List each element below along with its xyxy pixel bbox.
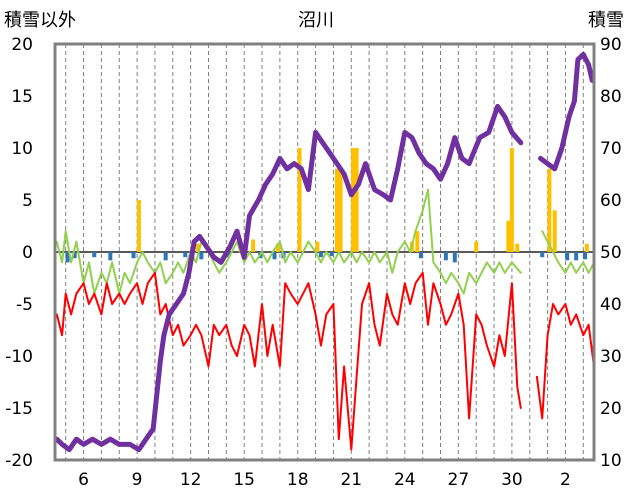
precip-bar bbox=[509, 148, 514, 252]
negative-bar bbox=[163, 252, 168, 261]
series-line bbox=[55, 271, 595, 451]
grid-lines bbox=[55, 44, 594, 460]
right-tick-label: 90 bbox=[600, 35, 622, 55]
precip-bar bbox=[552, 210, 557, 252]
chart-title: 沼川 bbox=[298, 10, 334, 31]
left-tick-label: 0 bbox=[22, 243, 33, 263]
negative-bar bbox=[92, 252, 97, 258]
negative-bar bbox=[452, 252, 457, 263]
x-tick-label: 15 bbox=[233, 470, 255, 490]
negative-bar bbox=[131, 252, 136, 259]
precip-bar bbox=[584, 243, 589, 252]
negative-bar bbox=[199, 252, 204, 260]
right-tick-label: 80 bbox=[600, 87, 622, 107]
negative-bar bbox=[72, 252, 77, 259]
left-tick-label: 10 bbox=[11, 139, 33, 159]
right-tick-label: 50 bbox=[600, 243, 622, 263]
negative-bar bbox=[318, 252, 323, 258]
precip-bar bbox=[351, 148, 356, 252]
left-tick-label: -5 bbox=[16, 295, 33, 315]
right-tick-label: 10 bbox=[600, 451, 622, 471]
x-tick-label: 18 bbox=[287, 470, 309, 490]
left-axis-label: 積雪以外 bbox=[4, 10, 76, 31]
negative-bar bbox=[272, 252, 277, 260]
right-tick-label: 40 bbox=[600, 295, 622, 315]
precip-bar bbox=[276, 243, 281, 252]
precip-bar bbox=[354, 148, 359, 252]
negative-bar bbox=[540, 252, 545, 258]
precip-bar bbox=[251, 239, 256, 252]
plot-frame bbox=[53, 42, 596, 462]
negative-bar bbox=[443, 252, 448, 261]
precip-bar bbox=[547, 168, 552, 252]
right-tick-label: 30 bbox=[600, 347, 622, 367]
x-tick-label: 9 bbox=[132, 470, 143, 490]
x-tick-label: 12 bbox=[180, 470, 202, 490]
x-tick-label: 27 bbox=[448, 470, 470, 490]
left-tick-label: 5 bbox=[22, 191, 33, 211]
x-tick-label: 24 bbox=[394, 470, 416, 490]
left-tick-label: -10 bbox=[5, 347, 33, 367]
x-tick-label: 2 bbox=[560, 470, 571, 490]
precip-bar bbox=[515, 243, 520, 252]
right-tick-label: 20 bbox=[600, 399, 622, 419]
right-tick-label: 60 bbox=[600, 191, 622, 211]
right-axis-label: 積雪 bbox=[588, 10, 624, 31]
negative-bar bbox=[183, 252, 188, 258]
right-tick-label: 70 bbox=[600, 139, 622, 159]
precip-bar bbox=[506, 220, 511, 252]
precip-bar bbox=[315, 241, 320, 252]
precip-bar bbox=[338, 168, 343, 252]
series-line bbox=[54, 51, 595, 453]
left-tick-label: -15 bbox=[5, 399, 33, 419]
line-series bbox=[54, 51, 595, 453]
negative-bar bbox=[583, 252, 588, 260]
negative-bar bbox=[108, 252, 113, 261]
left-tick-label: 15 bbox=[11, 87, 33, 107]
negative-bar bbox=[565, 252, 570, 261]
precip-bar bbox=[136, 200, 141, 252]
negative-bar bbox=[418, 252, 423, 259]
negative-bar bbox=[574, 252, 579, 261]
precip-bar bbox=[474, 241, 479, 252]
left-tick-label: 20 bbox=[11, 35, 33, 55]
x-tick-label: 21 bbox=[340, 470, 362, 490]
bar-series bbox=[65, 148, 589, 263]
x-tick-label: 30 bbox=[501, 470, 523, 490]
negative-bar bbox=[329, 252, 334, 257]
precip-bar bbox=[297, 148, 302, 252]
left-tick-label: -20 bbox=[5, 451, 33, 471]
negative-bar bbox=[65, 252, 70, 263]
x-tick-label: 6 bbox=[78, 470, 89, 490]
precip-bar bbox=[415, 231, 420, 252]
series-line bbox=[55, 188, 595, 295]
precip-bar bbox=[334, 168, 339, 252]
precip-bar bbox=[195, 243, 200, 252]
